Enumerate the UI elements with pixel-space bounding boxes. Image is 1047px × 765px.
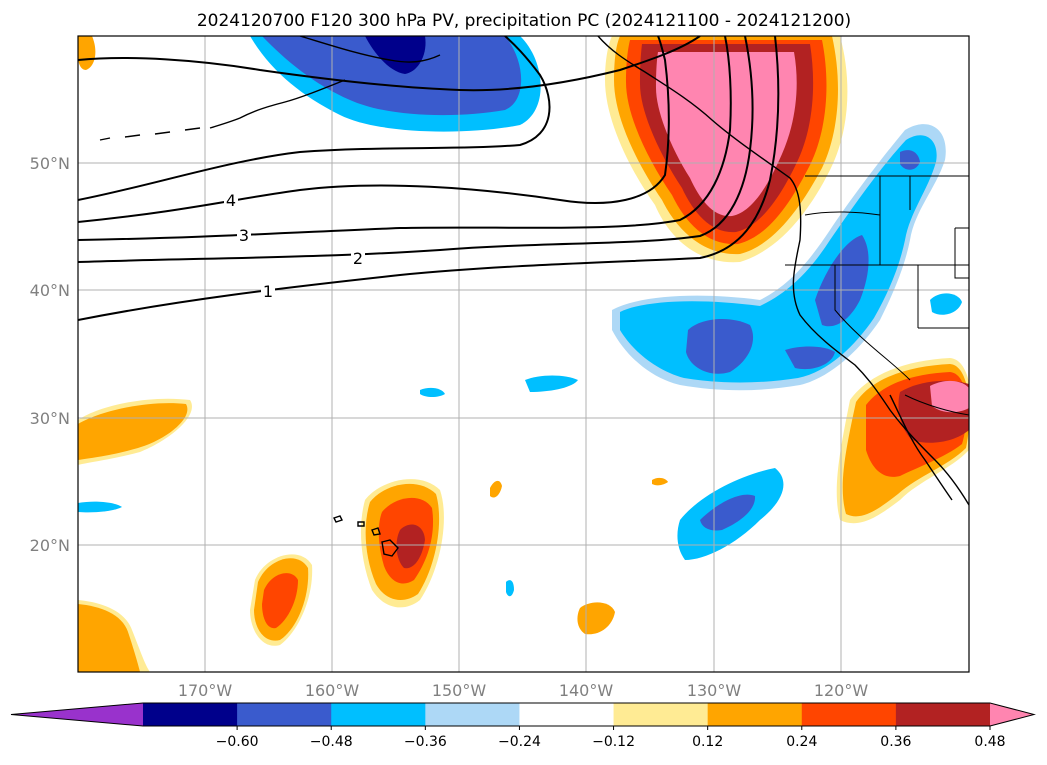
positive-anomaly-pacific-northwest-max — [656, 52, 797, 217]
graticule — [78, 36, 969, 672]
latitude-labels: 50°N 40°N 30°N 20°N — [30, 154, 70, 555]
colorbar-extend-high — [990, 703, 1034, 726]
lat-label-20n: 20°N — [30, 536, 70, 555]
lat-label-30n: 30°N — [30, 409, 70, 428]
positive-anomaly-hawaii-max — [396, 524, 425, 569]
colorbar-tick-label: −0.48 — [310, 734, 353, 750]
lat-label-50n: 50°N — [30, 154, 70, 173]
lon-label-170w: 170°W — [178, 681, 233, 700]
precipitation-anomaly-fill: 4 3 2 1 — [78, 36, 969, 672]
political-borders — [785, 175, 969, 416]
contour-label-4: 4 — [226, 191, 236, 210]
colorbar-segment — [519, 703, 615, 726]
negative-anomaly-small-2 — [525, 375, 578, 392]
negative-anomaly-small-4 — [78, 501, 122, 513]
coastline-hawaii-big-island — [381, 539, 399, 557]
colorbar-tick-label: −0.36 — [404, 734, 447, 750]
coastline-hawaii-maui — [371, 527, 381, 536]
positive-anomaly-sw-hawaii-3 — [262, 573, 298, 629]
positive-anomaly-small-2 — [490, 480, 502, 498]
pv-contour-6 — [78, 36, 701, 92]
lon-label-130w: 130°W — [687, 681, 742, 700]
colorbar-outline — [10, 702, 1036, 727]
longitude-labels: 170°W 160°W 150°W 140°W 130°W 120°W — [178, 681, 869, 700]
border-ca-nv — [834, 265, 911, 381]
positive-anomaly-far-west-2 — [78, 403, 188, 460]
border-wy — [954, 227, 969, 279]
coastline-alaska-south — [299, 36, 441, 63]
pv-contour-4 — [78, 36, 670, 223]
colorbar-tick-label: 0.12 — [692, 734, 723, 750]
positive-anomaly-top-left — [78, 36, 96, 70]
coastline-baja — [889, 394, 953, 501]
colorbar-segment — [143, 703, 238, 726]
coastline-alaska-peninsula — [209, 79, 346, 129]
pv-contour-2 — [78, 36, 754, 263]
pv-contour-5 — [78, 36, 551, 201]
negative-anomaly-small-3 — [420, 387, 445, 397]
colorbar-segment — [237, 703, 332, 726]
negative-anomaly-gulf-of-alaska-core — [262, 36, 522, 116]
negative-anomaly-california-coast-2 — [620, 135, 937, 383]
colorbar-tick-label: −0.12 — [592, 734, 635, 750]
pv-contour-labels: 4 3 2 1 — [224, 191, 365, 301]
contour-label-bg-4 — [224, 192, 238, 208]
figure-title: 2024120700 F120 300 hPa PV, precipitatio… — [197, 11, 851, 31]
border-us-mexico — [904, 394, 969, 416]
coastline-hawaii-kauai — [333, 515, 343, 523]
negative-anomaly-california-core — [686, 318, 754, 374]
negative-anomaly-california-core-2 — [815, 235, 869, 327]
positive-anomaly-small-3 — [652, 477, 668, 486]
colorbar-segment — [331, 703, 426, 726]
positive-anomaly-far-west-bottom-2 — [78, 604, 140, 672]
colorbar-segment — [707, 703, 803, 726]
negative-anomaly-colorado — [930, 293, 962, 315]
positive-anomaly-small-1 — [577, 602, 615, 635]
colorbar-tick-label: 0.24 — [786, 734, 817, 750]
negative-anomaly-gulf-of-alaska-max — [365, 36, 426, 74]
contour-label-3: 3 — [239, 226, 249, 245]
colorbar-segment — [895, 703, 991, 726]
colorbar-segment — [801, 703, 897, 726]
negative-anomaly-small-5 — [506, 580, 514, 597]
lon-label-140w: 140°W — [559, 681, 614, 700]
positive-anomaly-baja-max — [930, 380, 969, 413]
contour-label-bg-3 — [237, 227, 251, 243]
map-panel: 4 3 2 1 — [77, 35, 970, 673]
pv-contour-3 — [78, 36, 732, 241]
colorbar-tick-label: −0.24 — [498, 734, 541, 750]
border-id — [879, 176, 911, 215]
pv-contours — [78, 36, 780, 321]
lon-label-150w: 150°W — [432, 681, 487, 700]
lon-label-120w: 120°W — [814, 681, 869, 700]
contour-label-bg-2 — [351, 250, 365, 266]
negative-anomaly-california-core-3 — [785, 346, 835, 370]
contour-label-1: 1 — [263, 282, 273, 301]
colorbar-segment — [613, 703, 709, 726]
lat-label-40n: 40°N — [30, 281, 70, 300]
colorbar-tick-label: −0.60 — [216, 734, 259, 750]
lon-label-160w: 160°W — [305, 681, 360, 700]
map-frame — [77, 35, 970, 673]
colorbar-tick-label: 0.36 — [880, 734, 911, 750]
coastline-aleutians — [99, 127, 201, 141]
negative-anomaly-idaho — [900, 150, 920, 170]
colorbar-tick-label: 0.48 — [974, 734, 1005, 750]
coastline-hawaii-oahu — [357, 521, 365, 527]
contour-label-bg-1 — [261, 283, 275, 299]
contour-label-2: 2 — [353, 249, 363, 268]
pv-contour-1 — [78, 36, 780, 321]
colorbar-segment — [425, 703, 520, 726]
colorbar-extend-low — [11, 703, 143, 726]
colorbar: −0.60 −0.48 −0.36 −0.24 −0.12 0.12 0.24 0.36 0.4… — [10, 702, 1036, 750]
